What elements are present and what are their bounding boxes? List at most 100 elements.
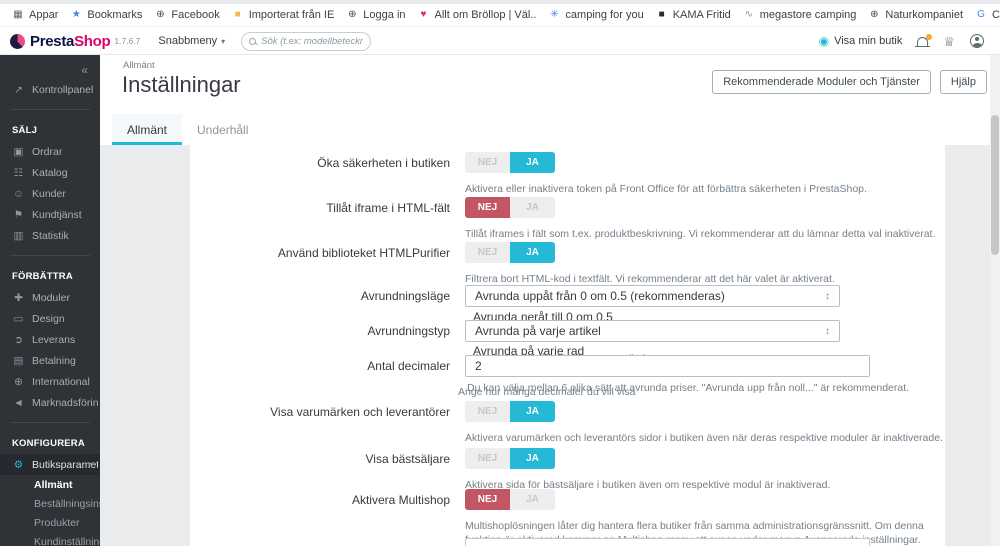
setting-label: Antal decimaler (367, 359, 450, 373)
sidebar-item[interactable]: ◄ Marknadsföring (0, 392, 100, 413)
sidebar-item[interactable]: ▥ Statistik (0, 225, 100, 246)
bookmark-favicon: ⊕ (348, 9, 357, 20)
sidebar-subitem[interactable]: Produkter (0, 513, 100, 532)
stray-option-text: Avrunda på varje rad (473, 344, 585, 358)
sidebar-item-icon: ▭ (13, 312, 24, 325)
sidebar-subitem-label: Produkter (34, 516, 80, 529)
bookmark-label: camping for you (565, 9, 644, 21)
sidebar-divider (10, 422, 90, 423)
bookmark-label: Importerat från IE (248, 9, 335, 21)
sidebar-subitem[interactable]: Beställningsinställningar (0, 494, 100, 513)
toggle-ja[interactable]: JA (510, 242, 555, 263)
bookmark-item[interactable]: ⊕ Logga in (340, 7, 411, 23)
sidebar-divider (10, 255, 90, 256)
toggle-ja[interactable]: JA (510, 152, 555, 173)
bell-icon (917, 36, 929, 46)
quick-menu-button[interactable]: Snabbmeny ▾ (158, 35, 225, 47)
sidebar-item-butiksparametrar[interactable]: ⚙ Butiksparametrar ∧ (0, 454, 100, 475)
profile-avatar[interactable] (970, 34, 984, 48)
version-label: 1.7.6.7 (114, 36, 141, 46)
tab-allmant[interactable]: Allmänt (112, 114, 183, 145)
sidebar-item[interactable]: ➲ Leverans (0, 329, 100, 350)
tabs: Allmänt Underhåll (112, 114, 263, 145)
sidebar-item-icon: ☷ (13, 166, 24, 179)
sidebar-item-kontrollpanel[interactable]: ↗ Kontrollpanel (0, 79, 100, 100)
toggle-nej[interactable]: NEJ (465, 197, 510, 218)
page-scrollbar[interactable] (990, 55, 1000, 546)
sidebar-collapse-button[interactable]: « (0, 55, 100, 79)
notifications-button[interactable] (917, 33, 933, 46)
view-shop-button[interactable]: ◉ Visa min butik (819, 35, 903, 47)
decimals-input[interactable] (465, 355, 870, 377)
sidebar-subitem[interactable]: Allmänt (0, 475, 100, 494)
bookmark-item[interactable]: ■ KAMA Fritid (650, 7, 737, 23)
toggle-ja[interactable]: JA (510, 401, 555, 422)
sidebar-item[interactable]: ▭ Design (0, 308, 100, 329)
sidebar-item-icon: ▤ (13, 354, 24, 367)
toggle-oka-sakerheten[interactable]: NEJ JA (465, 152, 555, 173)
toggle-htmlpurifier[interactable]: NEJ JA (465, 242, 555, 263)
toggle-visa-varumarken[interactable]: NEJ JA (465, 401, 555, 422)
sidebar-item[interactable]: ☷ Katalog (0, 162, 100, 183)
bookmark-favicon: ■ (234, 9, 241, 20)
select-value: Avrunda på varje artikel (475, 324, 601, 338)
sidebar-item-icon: ◄ (13, 396, 24, 409)
trophy-icon[interactable]: ♕ (943, 33, 955, 49)
toggle-nej[interactable]: NEJ (465, 489, 510, 510)
toggle-aktivera-multishop[interactable]: NEJ JA (465, 489, 555, 510)
bookmark-item[interactable]: ⊕ Facebook (148, 7, 225, 23)
toggle-ja[interactable]: JA (526, 494, 539, 505)
search-box (241, 31, 372, 51)
bookmark-item[interactable]: G Chrome (969, 7, 1000, 23)
bookmark-item[interactable]: ∿ megastore camping (737, 7, 863, 23)
sidebar-item[interactable]: ✚ Moduler (0, 287, 100, 308)
sidebar-item[interactable]: ☺ Kunder (0, 183, 100, 204)
bookmark-item[interactable]: ⊕ Naturkompaniet (862, 7, 969, 23)
sidebar-item-label: Kontrollpanel (32, 83, 94, 96)
sidebar-item[interactable]: ▤ Betalning (0, 350, 100, 371)
prestashop-logo-icon (10, 33, 25, 49)
sidebar-subitem-label: Allmänt (34, 478, 73, 491)
sidebar-item-label: Ordrar (32, 145, 63, 158)
toggle-ja[interactable]: JA (526, 202, 539, 213)
search-input[interactable] (261, 35, 364, 47)
bookmark-item[interactable]: ✳ camping for you (542, 7, 649, 23)
prestashop-logo[interactable]: PrestaShop (10, 32, 111, 50)
sidebar-item-label: Leverans (32, 333, 76, 346)
sidebar-improve-items: ✚ Moduler ▭ Design ➲ Leverans ▤ Betalnin… (0, 287, 100, 413)
help-button[interactable]: Hjälp (939, 70, 987, 94)
sidebar: « ↗ Kontrollpanel SÄLJ ▣ Ordrar ☷ Katalo… (0, 55, 100, 546)
toggle-nej[interactable]: NEJ (477, 453, 498, 464)
rounding-type-select[interactable]: Avrunda på varje artikel ↕ (465, 320, 840, 342)
toggle-nej[interactable]: NEJ (477, 406, 498, 417)
sidebar-item[interactable]: ⊕ International (0, 371, 100, 392)
trending-up-icon: ↗ (14, 83, 23, 96)
bookmark-item[interactable]: ♥ Allt om Bröllop | Väl.. (412, 7, 543, 23)
toggle-ja[interactable]: JA (510, 448, 555, 469)
notification-badge (926, 33, 933, 40)
sidebar-item[interactable]: ⚑ Kundtjänst (0, 204, 100, 225)
toggle-nej[interactable]: NEJ (477, 157, 498, 168)
recommended-modules-button[interactable]: Rekommenderade Moduler och Tjänster (712, 70, 931, 94)
tab-underhall[interactable]: Underhåll (197, 123, 249, 137)
bookmark-label: megastore camping (759, 9, 857, 21)
bookmark-label: Naturkompaniet (885, 9, 964, 21)
scrollbar-thumb[interactable] (991, 115, 999, 255)
toggle-nej[interactable]: NEJ (477, 247, 498, 258)
partial-bottom-input[interactable] (465, 538, 870, 546)
sidebar-item-label: Butiksparametrar (32, 458, 98, 471)
sidebar-item-label: Katalog (32, 166, 68, 179)
toggle-tillat-iframe[interactable]: NEJ JA (465, 197, 555, 218)
sidebar-item[interactable]: ▣ Ordrar (0, 141, 100, 162)
sidebar-item-label: Design (32, 312, 65, 325)
sidebar-subitem[interactable]: Kundinställningar (0, 532, 100, 546)
rounding-mode-select[interactable]: Avrunda uppåt från 0 om 0.5 (rekommender… (465, 285, 840, 307)
setting-label: Visa varumärken och leverantörer (270, 405, 450, 419)
logo-text-presta: Presta (30, 32, 75, 50)
bookmark-item[interactable]: ■ Importerat från IE (226, 7, 341, 23)
bookmark-item[interactable]: ▦ Appar (6, 7, 64, 23)
bookmark-item[interactable]: ★ Bookmarks (64, 7, 148, 23)
logo-text-shop: Shop (74, 32, 111, 50)
toggle-visa-bastsaljare[interactable]: NEJ JA (465, 448, 555, 469)
search-icon (249, 37, 257, 45)
